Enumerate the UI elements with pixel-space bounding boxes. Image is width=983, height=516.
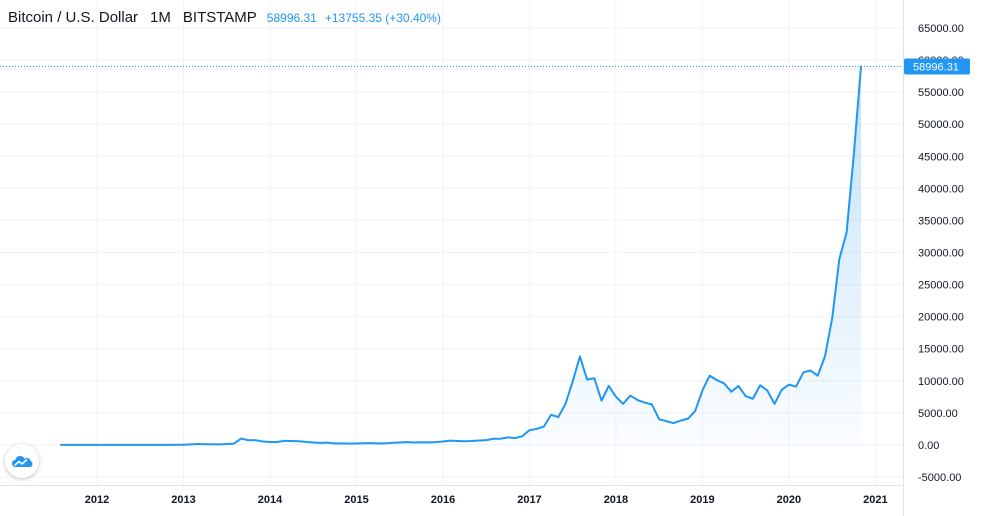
y-tick-label: 25000.00	[918, 280, 964, 292]
x-tick-label: 2016	[431, 494, 455, 506]
y-tick-label: 5000.00	[918, 408, 958, 420]
y-tick-label: 35000.00	[918, 215, 964, 227]
x-tick-label: 2017	[517, 494, 541, 506]
y-tick-label: 10000.00	[918, 376, 964, 388]
x-tick-label: 2015	[344, 494, 368, 506]
last-price-label: 58996.31	[904, 58, 970, 75]
x-tick-label: 2013	[171, 494, 195, 506]
x-tick-label: 2012	[85, 494, 109, 506]
x-tick-label: 2018	[604, 494, 628, 506]
y-tick-label: 20000.00	[918, 312, 964, 324]
y-tick-label: 0.00	[918, 440, 939, 452]
y-tick-label: 40000.00	[918, 183, 964, 195]
last-price-text: 58996.31	[913, 62, 959, 74]
y-tick-label: 55000.00	[918, 87, 964, 99]
price-line	[60, 65, 862, 446]
x-tick-label: 2021	[863, 494, 887, 506]
tradingview-logo-button[interactable]	[5, 444, 39, 478]
time-axis-labels: 2012 2013 2014 2015 2016 2017 2018 2019 2020 2021	[85, 494, 888, 506]
interval-label[interactable]: 1M	[150, 9, 171, 26]
y-tick-label: 30000.00	[918, 248, 964, 260]
x-tick-label: 2019	[690, 494, 714, 506]
x-tick-label: 2020	[777, 494, 801, 506]
y-tick-label: 45000.00	[918, 151, 964, 163]
price-area-fill	[61, 66, 861, 445]
x-tick-label: 2014	[258, 494, 283, 506]
y-tick-label: 15000.00	[918, 344, 964, 356]
last-price-value: 58996.31	[266, 11, 317, 25]
y-tick-label: 50000.00	[918, 119, 964, 131]
tradingview-cloud-icon	[12, 456, 33, 467]
y-tick-label: 65000.00	[918, 23, 964, 35]
price-axis-labels: 65000.0060000.0055000.0050000.0045000.00…	[918, 23, 964, 484]
y-tick-label: -5000.00	[918, 472, 961, 484]
symbol-name[interactable]: Bitcoin / U.S. Dollar	[8, 9, 139, 26]
chart-header: Bitcoin / U.S. Dollar 1M BITSTAMP 58996.…	[8, 9, 441, 26]
price-change: +13755.35 (+30.40%)	[324, 11, 441, 25]
exchange-label: BITSTAMP	[182, 9, 257, 26]
